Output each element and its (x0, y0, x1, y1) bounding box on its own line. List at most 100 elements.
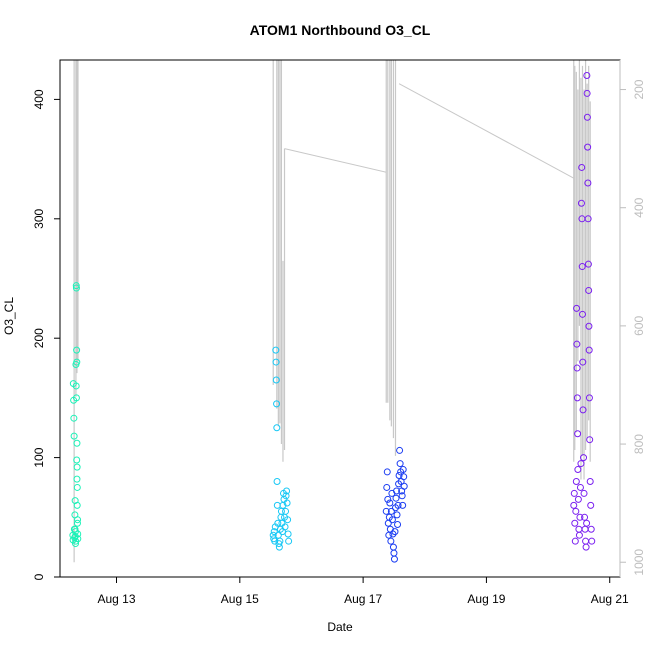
data-point (273, 424, 281, 432)
data-point (270, 528, 278, 536)
x-axis-label: Date (327, 620, 353, 634)
data-point (387, 537, 395, 545)
data-point (585, 394, 593, 402)
data-point (584, 143, 592, 151)
data-point (587, 525, 595, 533)
data-point (582, 543, 590, 551)
data-point (575, 525, 583, 533)
data-point (400, 482, 408, 490)
data-point (396, 460, 404, 468)
gray-connector-line (398, 83, 574, 179)
data-point (577, 460, 585, 468)
data-point (383, 468, 391, 476)
data-point (282, 507, 290, 515)
data-point (73, 519, 81, 527)
data-point (578, 263, 586, 271)
data-point (71, 532, 79, 540)
data-point (273, 477, 281, 485)
data-point (576, 483, 584, 491)
data-point (390, 555, 398, 563)
plot-area: 0 100 200 300 400 200 400 600 800 1000 Aug 13 Aug 1… (32, 59, 646, 606)
data-point (585, 322, 593, 330)
data-point (276, 537, 284, 545)
data-point (399, 466, 407, 474)
gray-connector-line (284, 148, 387, 173)
data-point (579, 358, 587, 366)
y2-tick-label: 200 (632, 79, 646, 99)
data-point (394, 520, 402, 528)
data-point (74, 516, 82, 524)
data-point (580, 489, 588, 497)
data-point (390, 549, 398, 557)
y-tick-label: 200 (32, 328, 46, 348)
x-tick-label: Aug 17 (344, 592, 382, 606)
x-tick-label: Aug 13 (97, 592, 135, 606)
data-point (70, 432, 78, 440)
y-tick-label: 100 (32, 447, 46, 467)
plot-frame (59, 59, 621, 578)
y-axis-label: O3_CL (2, 297, 16, 335)
y2-tick-label: 800 (632, 434, 646, 454)
data-point (272, 346, 280, 354)
data-point (285, 537, 293, 545)
y-tick-label: 300 (32, 208, 46, 228)
data-point (384, 495, 392, 503)
y-tick-label: 0 (32, 573, 46, 580)
data-point (580, 454, 588, 462)
data-point (73, 358, 81, 366)
data-point (396, 446, 404, 454)
data-point (274, 519, 282, 527)
data-point (283, 487, 291, 495)
data-point (73, 483, 81, 491)
data-point (272, 358, 280, 366)
data-point (571, 519, 579, 527)
data-point (388, 516, 396, 524)
data-point (284, 530, 292, 538)
data-point (575, 531, 583, 539)
data-point (73, 475, 81, 483)
data-point (581, 525, 589, 533)
data-point (572, 507, 580, 515)
data-point (574, 430, 582, 438)
data-point (394, 501, 402, 509)
x-tick-label: Aug 15 (221, 592, 259, 606)
data-point (391, 528, 399, 536)
data-point (586, 477, 594, 485)
data-point (393, 511, 401, 519)
data-point (571, 537, 579, 545)
data-point (384, 519, 392, 527)
data-point (581, 513, 589, 521)
data-point (584, 179, 592, 187)
data-point (72, 537, 80, 545)
data-point (570, 489, 578, 497)
data-point (577, 199, 585, 207)
data-point (389, 543, 397, 551)
data-point (392, 494, 400, 502)
data-point (585, 346, 593, 354)
data-point (273, 400, 281, 408)
data-point (73, 456, 81, 464)
y2-tick-label: 1000 (632, 549, 646, 576)
data-point (71, 528, 79, 536)
data-point (71, 525, 79, 533)
data-point (386, 499, 394, 507)
data-point (582, 537, 590, 545)
data-point (72, 284, 80, 292)
data-point (579, 406, 587, 414)
data-point (73, 501, 81, 509)
data-point (573, 394, 581, 402)
data-point (71, 540, 79, 548)
data-point (72, 282, 80, 290)
data-point (583, 72, 591, 80)
y2-tick-label: 600 (632, 316, 646, 336)
data-point (584, 215, 592, 223)
data-point (583, 519, 591, 527)
data-point (72, 394, 80, 402)
data-point (385, 531, 393, 539)
data-point (272, 376, 280, 384)
chart-title: ATOM1 Northbound O3_CL (250, 22, 431, 38)
data-point (273, 501, 281, 509)
data-point (281, 523, 289, 531)
data-point (585, 286, 593, 294)
